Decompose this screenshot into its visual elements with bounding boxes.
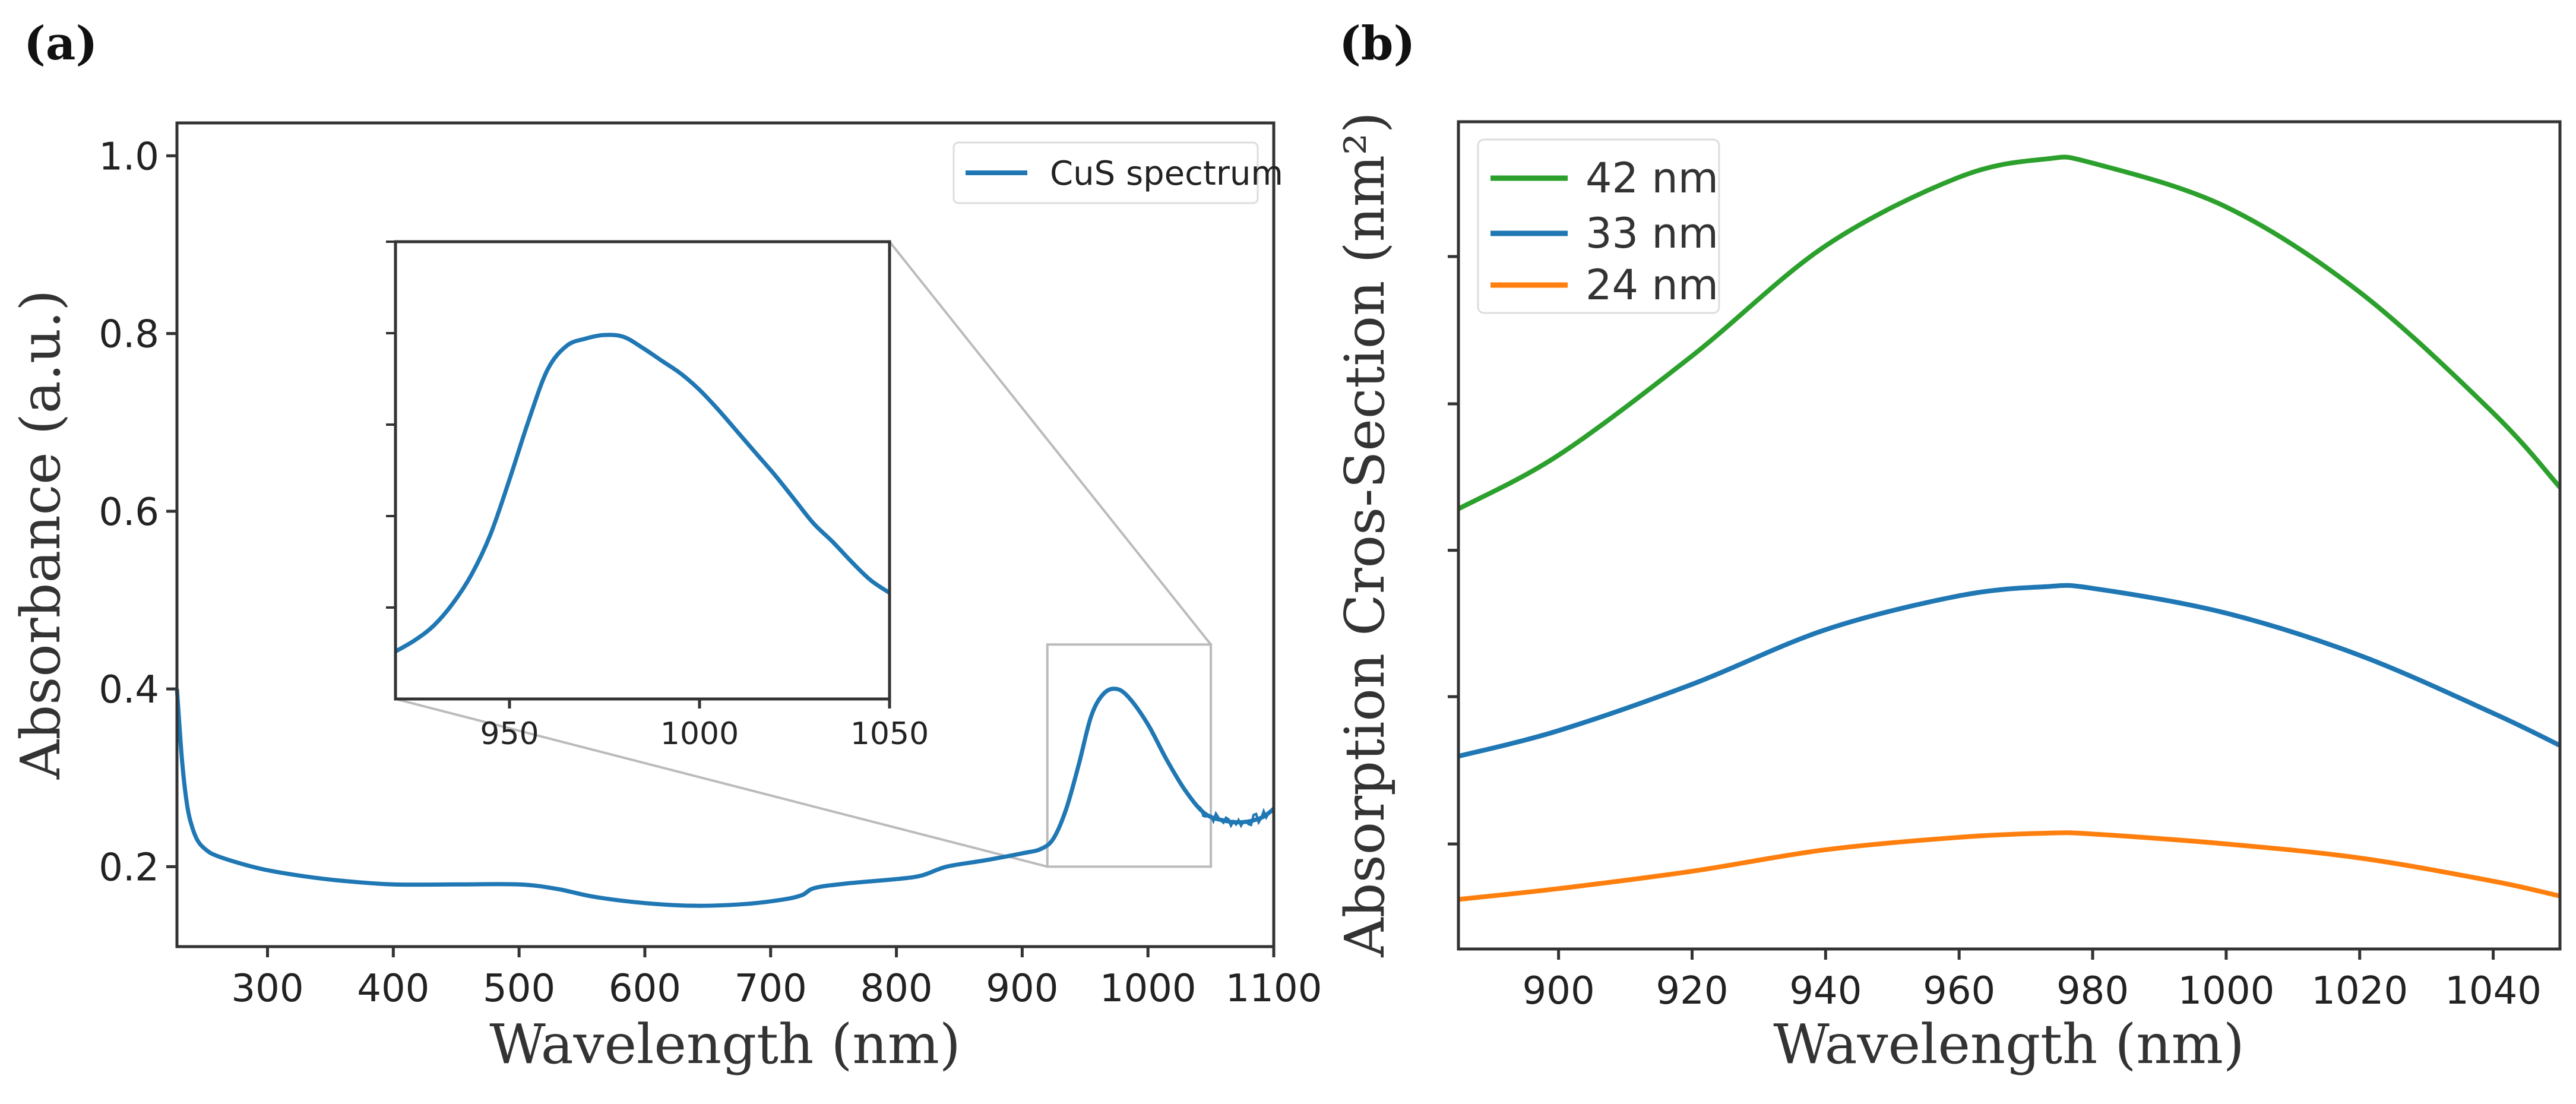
panel-b-label: (b) <box>1339 17 1415 71</box>
x-tick-label: 960 <box>1923 969 1995 1013</box>
series-line-cus-spectrum <box>175 687 1276 908</box>
x-tick-label: 1100 <box>1226 967 1322 1011</box>
x-tick-label: 800 <box>860 967 932 1011</box>
legend-box <box>1477 138 1720 314</box>
panel-a-ticks: 300 400 500 600 700 800 900 1000 1100 0.2 0.4 0.6 0.… <box>99 135 1322 1011</box>
zoom-region-box <box>1046 643 1213 868</box>
legend-box <box>952 141 1259 204</box>
x-tick-label: 1000 <box>1100 967 1197 1011</box>
panel-a-inset: 950 1000 1050 <box>386 240 929 752</box>
zoom-connector-line <box>395 698 1048 868</box>
x-tick-label: 300 <box>231 967 303 1011</box>
inset-x-tick-label: 1050 <box>850 716 929 752</box>
series-line-33-nm <box>1458 583 2561 759</box>
y-tick-label: 0.8 <box>99 313 159 357</box>
x-tick-label: 500 <box>483 967 555 1011</box>
x-tick-label: 900 <box>986 967 1058 1011</box>
x-tick-label: 900 <box>1523 969 1595 1013</box>
x-tick-label: 980 <box>2056 969 2129 1013</box>
panel-a: (a) 300 400 500 600 700 800 900 1000 1100 0.2 0.4 0… <box>9 17 1322 1076</box>
panel-a-label: (a) <box>24 17 97 71</box>
panel-a-frame <box>175 121 1276 948</box>
series-line-24-nm <box>1458 830 2561 902</box>
inset-x-tick-label: 950 <box>480 716 539 752</box>
inset-frame <box>394 240 891 701</box>
x-tick-label: 400 <box>357 967 429 1011</box>
panel-b-legend: 42 nm 33 nm 24 nm <box>1477 138 1720 314</box>
inset-ticks: 950 1000 1050 <box>386 241 929 752</box>
panel-b-xlabel: Wavelength (nm) <box>1773 1013 2245 1076</box>
panel-b-ticks: 900 920 940 960 980 1000 1020 1040 <box>1448 255 2542 1013</box>
y-tick-label: 0.4 <box>99 668 159 712</box>
series-line-cus-spectrum-zoom- <box>394 333 891 653</box>
legend-entry-33nm: 33 nm <box>1586 209 1719 258</box>
legend-entry-24nm: 24 nm <box>1586 261 1719 309</box>
panel-a-xlabel: Wavelength (nm) <box>489 1013 961 1076</box>
series-noise <box>1197 805 1275 828</box>
x-tick-label: 700 <box>735 967 807 1011</box>
x-tick-label: 920 <box>1656 969 1728 1013</box>
x-tick-label: 600 <box>609 967 681 1011</box>
panel-a-legend: CuS spectrum <box>952 141 1283 204</box>
series-line-42-nm <box>1457 154 2562 511</box>
panel-a-ylabel: Absorbance (a.u.) <box>9 290 72 780</box>
x-tick-label: 1040 <box>2445 969 2542 1013</box>
legend-entry-cus: CuS spectrum <box>1050 154 1283 193</box>
x-tick-label: 1000 <box>2178 969 2274 1013</box>
x-tick-label: 1020 <box>2311 969 2408 1013</box>
panel-b-lines <box>1457 154 2562 902</box>
panel-a-lines <box>175 241 1276 908</box>
panel-b-frame <box>1457 120 2562 951</box>
inset-lines <box>394 333 891 653</box>
legend-entry-42nm: 42 nm <box>1586 154 1719 203</box>
inset-x-tick-label: 1000 <box>660 716 739 752</box>
y-tick-label: 1.0 <box>99 135 159 179</box>
panel-b: (b) 900 920 940 960 980 1000 1020 1040 Waveleng… <box>1333 17 2562 1076</box>
x-tick-label: 940 <box>1789 969 1862 1013</box>
y-tick-label: 0.2 <box>99 846 159 890</box>
panel-b-ylabel: Absorption Cros-Section (nm²) <box>1333 112 1397 958</box>
y-tick-label: 0.6 <box>99 491 159 534</box>
zoom-connector-line <box>888 241 1212 646</box>
